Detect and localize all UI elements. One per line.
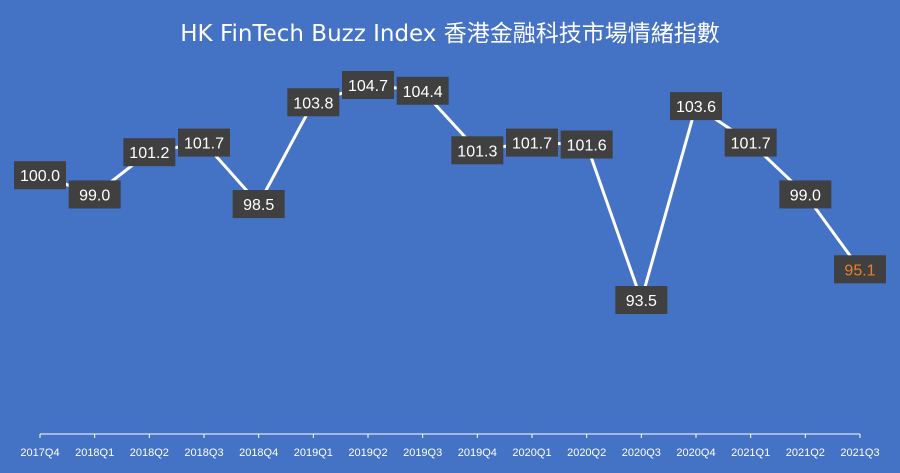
x-tick-label: 2018Q1 (75, 447, 114, 459)
data-label-box (724, 128, 777, 157)
x-tick-label: 2021Q3 (840, 447, 879, 459)
data-label-box (14, 161, 66, 190)
x-tick-label: 2018Q4 (239, 447, 278, 459)
x-tick-label: 2018Q3 (184, 447, 223, 459)
x-tick-label: 2019Q4 (458, 447, 497, 459)
x-tick-label: 2020Q3 (622, 447, 661, 459)
x-tick-label: 2018Q2 (130, 447, 169, 459)
data-label: 95.1 (844, 262, 875, 279)
data-label-box (834, 255, 886, 284)
data-label-box (396, 76, 449, 105)
data-label-box (615, 286, 668, 314)
series-line-segment (257, 100, 315, 206)
data-label: 100.0 (20, 168, 60, 185)
data-label-box (232, 190, 285, 219)
data-label: 103.8 (293, 95, 333, 112)
data-label: 99.0 (790, 187, 821, 204)
data-label-box (178, 128, 230, 157)
series-line-segment (639, 104, 698, 302)
x-tick-label: 2020Q4 (676, 447, 715, 459)
series-line-segment (585, 143, 643, 302)
data-label: 103.6 (676, 99, 716, 116)
data-label: 101.7 (512, 136, 552, 153)
data-label-box (287, 88, 340, 117)
data-label-box (68, 180, 121, 209)
data-label: 99.0 (79, 187, 110, 204)
data-label-box (670, 92, 722, 121)
x-tick-label: 2020Q1 (512, 447, 551, 459)
data-label-box (560, 130, 613, 159)
data-label: 101.7 (731, 136, 771, 153)
data-label-box (779, 180, 832, 209)
x-tick-label: 2019Q3 (403, 447, 442, 459)
x-tick-label: 2019Q1 (294, 447, 333, 459)
data-label-box (506, 128, 558, 157)
data-label: 98.5 (243, 197, 274, 214)
data-label: 104.4 (403, 84, 443, 101)
data-label: 104.7 (348, 78, 388, 95)
data-label-box (451, 136, 504, 165)
x-tick-label: 2020Q2 (567, 447, 606, 459)
x-tick-label: 2021Q2 (786, 447, 825, 459)
chart-title: HK FinTech Buzz Index 香港金融科技市場情緒指數 (180, 21, 720, 47)
data-label: 101.2 (129, 145, 169, 162)
data-label: 101.6 (567, 138, 607, 155)
data-label-box (342, 71, 394, 99)
data-label: 101.3 (457, 143, 497, 160)
x-tick-label: 2019Q2 (348, 447, 387, 459)
data-label: 101.7 (184, 136, 224, 153)
x-tick-label: 2017Q4 (20, 447, 59, 459)
data-label: 93.5 (626, 293, 657, 310)
data-label-box (123, 138, 176, 167)
x-tick-label: 2021Q1 (731, 447, 770, 459)
